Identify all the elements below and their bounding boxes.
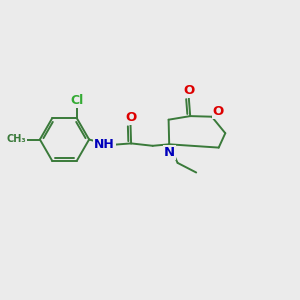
Text: Cl: Cl [70, 94, 83, 107]
Text: O: O [213, 105, 224, 118]
Text: O: O [125, 111, 136, 124]
Text: N: N [164, 146, 175, 159]
Text: NH: NH [94, 138, 115, 152]
Text: O: O [183, 83, 194, 97]
Text: CH₃: CH₃ [7, 134, 27, 145]
